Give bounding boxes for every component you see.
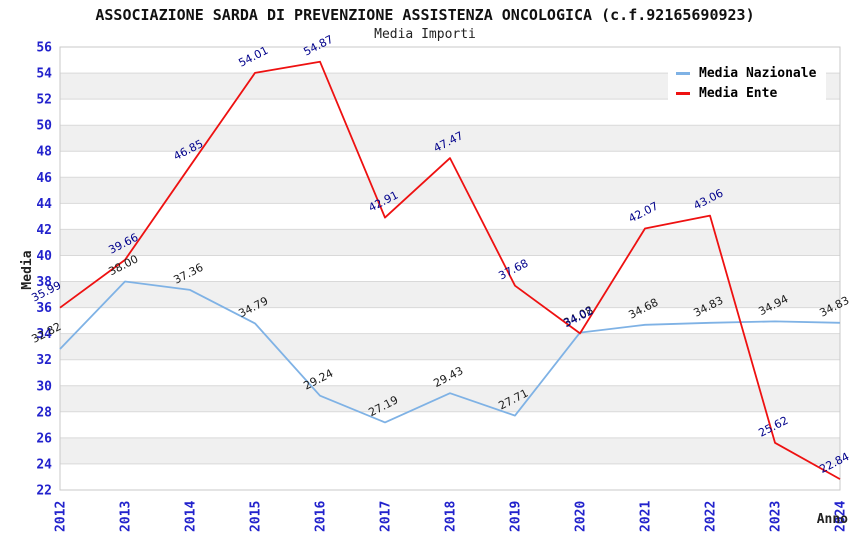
- svg-text:32: 32: [36, 353, 52, 368]
- svg-text:2012: 2012: [54, 501, 69, 532]
- svg-text:2018: 2018: [444, 501, 459, 532]
- legend-label: Media Ente: [699, 85, 778, 101]
- legend-label: Media Nazionale: [699, 65, 817, 81]
- y-axis-title: Media: [20, 250, 35, 290]
- legend: Media Nazionale Media Ente: [668, 56, 827, 110]
- svg-text:2022: 2022: [704, 501, 719, 532]
- svg-text:36: 36: [36, 301, 52, 316]
- chart-subtitle: Media Importi: [374, 27, 476, 42]
- svg-text:26: 26: [36, 431, 52, 446]
- svg-text:48: 48: [36, 145, 52, 160]
- svg-text:40: 40: [36, 249, 52, 264]
- svg-text:2014: 2014: [184, 501, 199, 532]
- svg-text:24: 24: [36, 457, 52, 472]
- svg-text:28: 28: [36, 405, 52, 420]
- svg-text:56: 56: [36, 41, 52, 56]
- legend-item-media-nazionale: Media Nazionale: [676, 63, 816, 83]
- svg-text:2016: 2016: [314, 501, 329, 532]
- legend-line-swatch-ente: [676, 91, 690, 95]
- svg-text:50: 50: [36, 119, 52, 134]
- svg-text:2017: 2017: [379, 501, 394, 532]
- svg-text:38: 38: [36, 275, 52, 290]
- legend-line-swatch-nazionale: [676, 71, 690, 75]
- svg-text:2021: 2021: [639, 501, 654, 532]
- svg-text:52: 52: [36, 93, 52, 108]
- svg-text:2023: 2023: [769, 501, 784, 532]
- svg-text:54: 54: [36, 67, 52, 82]
- svg-text:22: 22: [36, 484, 52, 499]
- x-axis-title: Anno: [816, 512, 848, 527]
- chart-title: ASSOCIAZIONE SARDA DI PREVENZIONE ASSIST…: [95, 6, 755, 24]
- svg-text:2020: 2020: [574, 501, 589, 532]
- svg-text:2015: 2015: [249, 501, 264, 532]
- svg-text:46: 46: [36, 171, 52, 186]
- legend-item-media-ente: Media Ente: [676, 83, 816, 103]
- svg-text:34: 34: [36, 327, 52, 342]
- svg-text:42: 42: [36, 223, 52, 238]
- svg-text:2013: 2013: [119, 501, 134, 532]
- svg-text:30: 30: [36, 379, 52, 394]
- svg-text:2019: 2019: [509, 501, 524, 532]
- svg-text:2024: 2024: [834, 501, 849, 532]
- svg-text:44: 44: [36, 197, 52, 212]
